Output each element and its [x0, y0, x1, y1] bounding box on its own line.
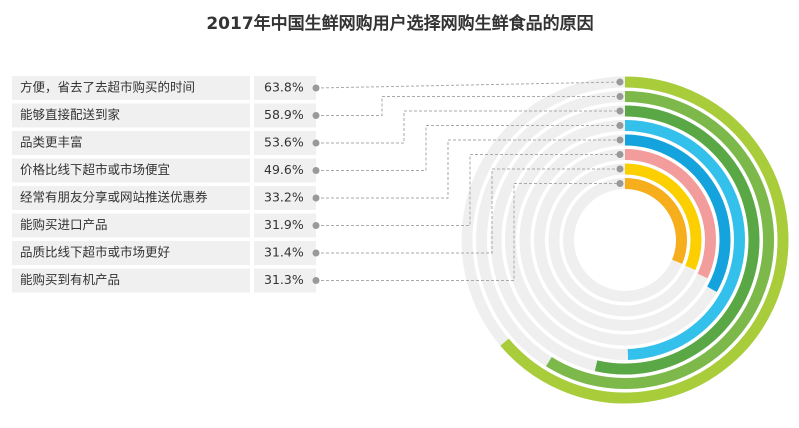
leader-dot [312, 222, 320, 229]
leader-dot [312, 84, 320, 92]
value-box [254, 241, 316, 265]
label-box [12, 268, 250, 293]
leader-line [316, 96, 620, 116]
ring-bar [624, 134, 731, 292]
ring-bar [624, 120, 745, 360]
leader-dot [312, 139, 320, 147]
label-box [12, 158, 250, 183]
value-label: 33.2% [264, 190, 304, 205]
leader-dot [616, 93, 624, 100]
leader-dot [312, 277, 320, 284]
ring-bar [545, 91, 774, 389]
value-box [254, 76, 316, 100]
ring-bar [624, 149, 716, 279]
value-label: 63.8% [264, 80, 304, 95]
ring-bar [500, 76, 789, 404]
label-box [12, 186, 250, 210]
leader-dot [312, 112, 320, 119]
category-label: 品类更丰富 [20, 135, 83, 150]
category-label: 能够直接配送到家 [20, 107, 121, 122]
leader-line [316, 125, 620, 171]
category-label: 经常有朋友分享或网站推送优惠券 [20, 190, 208, 205]
leader-line [316, 110, 620, 144]
chart-title: 2017年中国生鲜网购用户选择网购生鲜食品的原因 [206, 13, 593, 34]
value-box [254, 213, 316, 238]
value-label: 53.6% [264, 135, 304, 150]
label-box [12, 103, 250, 128]
category-label: 品质比线下超市或市场更好 [20, 245, 170, 260]
value-label: 31.3% [264, 272, 304, 287]
label-box [12, 241, 250, 265]
leader-dot [312, 167, 320, 174]
leader-line [316, 168, 620, 254]
value-box [254, 131, 316, 155]
label-box [12, 131, 250, 155]
value-label: 31.9% [264, 217, 304, 232]
label-box [12, 76, 250, 100]
category-label: 能购买进口产品 [20, 217, 108, 232]
leader-dot [616, 136, 624, 144]
leader-line [316, 183, 620, 281]
value-box [254, 103, 316, 128]
leader-dot [312, 194, 320, 202]
leader-dot [616, 180, 624, 187]
value-box [254, 268, 316, 293]
leader-dot [616, 78, 624, 86]
value-box [254, 186, 316, 210]
value-label: 58.9% [264, 107, 304, 122]
leader-dot [616, 165, 624, 173]
value-label: 31.4% [264, 245, 304, 260]
leader-dot [616, 122, 624, 129]
leader-dot [312, 249, 320, 257]
value-label: 49.6% [264, 162, 304, 177]
leader-dot [616, 107, 624, 115]
category-label: 能购买到有机产品 [20, 272, 120, 287]
ring-bar [594, 105, 760, 375]
category-label: 方便，省去了去超市购买的时间 [20, 80, 195, 95]
category-label: 价格比线下超市或市场便宜 [20, 162, 170, 177]
leader-line [316, 154, 620, 226]
leader-dot [616, 151, 624, 158]
label-box [12, 213, 250, 238]
value-box [254, 158, 316, 183]
leader-line [316, 139, 620, 199]
ring-bar [624, 163, 702, 270]
leader-line [315, 81, 621, 89]
ring-bar [624, 178, 687, 264]
